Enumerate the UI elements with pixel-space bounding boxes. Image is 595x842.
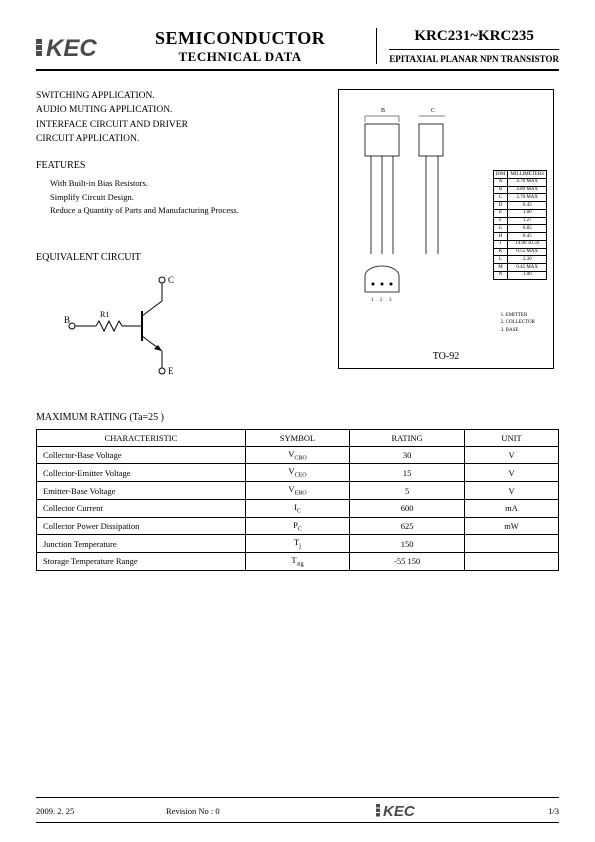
footer-date: 2009. 2. 25 (36, 806, 166, 816)
cell-characteristic: Emitter-Base Voltage (37, 482, 246, 500)
cell-rating: 30 (350, 446, 465, 464)
cell-rating: -55 150 (350, 552, 465, 570)
cell-unit: V (465, 482, 559, 500)
feature-item: Simplify Circuit Design. (50, 191, 326, 205)
table-row: Collector Power DissipationPC625mW (37, 517, 559, 535)
cell-rating: 5 (350, 482, 465, 500)
features-heading: FEATURES (36, 160, 326, 171)
table-row: Junction TemperatureTj150 (37, 535, 559, 553)
app-item: AUDIO MUTING APPLICATION. (36, 103, 326, 117)
cell-symbol: VEBO (245, 482, 349, 500)
pin-labels: 1. EMITTER 2. COLLECTOR 3. BASE (501, 312, 535, 335)
title-technical-data: TECHNICAL DATA (114, 49, 366, 65)
feature-item: Reduce a Quantity of Parts and Manufactu… (50, 204, 326, 218)
cell-unit: V (465, 446, 559, 464)
footer-rule-bottom (36, 822, 559, 823)
cell-unit (465, 535, 559, 553)
cell-unit: mA (465, 499, 559, 517)
col-unit: UNIT (465, 429, 559, 446)
cell-symbol: IC (245, 499, 349, 517)
footer: 2009. 2. 25 Revision No : 0 KEC 1/3 (36, 802, 559, 820)
svg-text:B: B (64, 315, 70, 325)
equiv-circuit-heading: EQUIVALENT CIRCUIT (36, 252, 326, 263)
app-item: INTERFACE CIRCUIT AND DRIVER (36, 118, 326, 132)
svg-text:C: C (168, 275, 174, 285)
header-title: SEMICONDUCTOR TECHNICAL DATA (104, 28, 376, 65)
cell-characteristic: Collector Power Dissipation (37, 517, 246, 535)
footer-revision: Revision No : 0 (166, 806, 296, 816)
max-rating-table: CHARACTERISTIC SYMBOL RATING UNIT Collec… (36, 429, 559, 571)
table-row: Collector-Base VoltageVCBO30V (37, 446, 559, 464)
svg-text:1: 1 (371, 298, 374, 303)
cell-characteristic: Storage Temperature Range (37, 552, 246, 570)
part-number: KRC231~KRC235 (389, 28, 559, 50)
svg-text:KEC: KEC (383, 803, 416, 818)
svg-text:KEC: KEC (46, 35, 97, 60)
table-row: Storage Temperature RangeTstg-55 150 (37, 552, 559, 570)
header: KEC SEMICONDUCTOR TECHNICAL DATA KRC231~… (36, 28, 559, 71)
cell-rating: 600 (350, 499, 465, 517)
footer-logo: KEC (296, 802, 499, 820)
app-item: CIRCUIT APPLICATION. (36, 132, 326, 146)
title-semiconductor: SEMICONDUCTOR (114, 28, 366, 49)
cell-characteristic: Junction Temperature (37, 535, 246, 553)
svg-text:E: E (168, 366, 174, 376)
col-characteristic: CHARACTERISTIC (37, 429, 246, 446)
pin-label: 3. BASE (501, 327, 535, 335)
svg-text:2: 2 (380, 298, 383, 303)
cell-unit (465, 552, 559, 570)
package-outline-box: B C 1 (338, 89, 554, 369)
app-item: SWITCHING APPLICATION. (36, 89, 326, 103)
feature-item: With Built-in Bias Resistors. (50, 177, 326, 191)
cell-symbol: Tstg (245, 552, 349, 570)
cell-unit: mW (465, 517, 559, 535)
company-logo: KEC (36, 34, 104, 60)
cell-symbol: VCBO (245, 446, 349, 464)
col-symbol: SYMBOL (245, 429, 349, 446)
svg-text:C: C (431, 108, 435, 114)
cell-rating: 150 (350, 535, 465, 553)
svg-text:3: 3 (389, 298, 392, 303)
footer-rule-top (36, 797, 559, 798)
cell-symbol: VCEO (245, 464, 349, 482)
dimensions-table: DIMMILLIMETERS A4.70 MAX B4.80 MAX C3.70… (493, 170, 547, 280)
footer-page-number: 1/3 (499, 806, 559, 816)
col-rating: RATING (350, 429, 465, 446)
table-row: Emitter-Base VoltageVEBO5V (37, 482, 559, 500)
header-part-info: KRC231~KRC235 EPITAXIAL PLANAR NPN TRANS… (376, 28, 559, 64)
svg-text:B: B (381, 108, 385, 114)
package-name: TO-92 (339, 351, 553, 362)
cell-characteristic: Collector Current (37, 499, 246, 517)
pin-label: 1. EMITTER (501, 312, 535, 320)
package-drawing: B C 1 (353, 104, 463, 304)
table-row: Collector CurrentIC600mA (37, 499, 559, 517)
part-description: EPITAXIAL PLANAR NPN TRANSISTOR (389, 54, 559, 64)
applications-list: SWITCHING APPLICATION. AUDIO MUTING APPL… (36, 89, 326, 146)
cell-rating: 15 (350, 464, 465, 482)
cell-symbol: Tj (245, 535, 349, 553)
cell-symbol: PC (245, 517, 349, 535)
features-list: With Built-in Bias Resistors. Simplify C… (36, 177, 326, 218)
cell-characteristic: Collector-Emitter Voltage (37, 464, 246, 482)
pin-label: 2. COLLECTOR (501, 319, 535, 327)
cell-characteristic: Collector-Base Voltage (37, 446, 246, 464)
max-rating-heading: MAXIMUM RATING (Ta=25 ) (36, 412, 559, 423)
cell-unit: V (465, 464, 559, 482)
equivalent-circuit-diagram: B R1 C E (64, 271, 326, 384)
table-row: Collector-Emitter VoltageVCEO15V (37, 464, 559, 482)
cell-rating: 625 (350, 517, 465, 535)
svg-text:R1: R1 (100, 310, 109, 319)
